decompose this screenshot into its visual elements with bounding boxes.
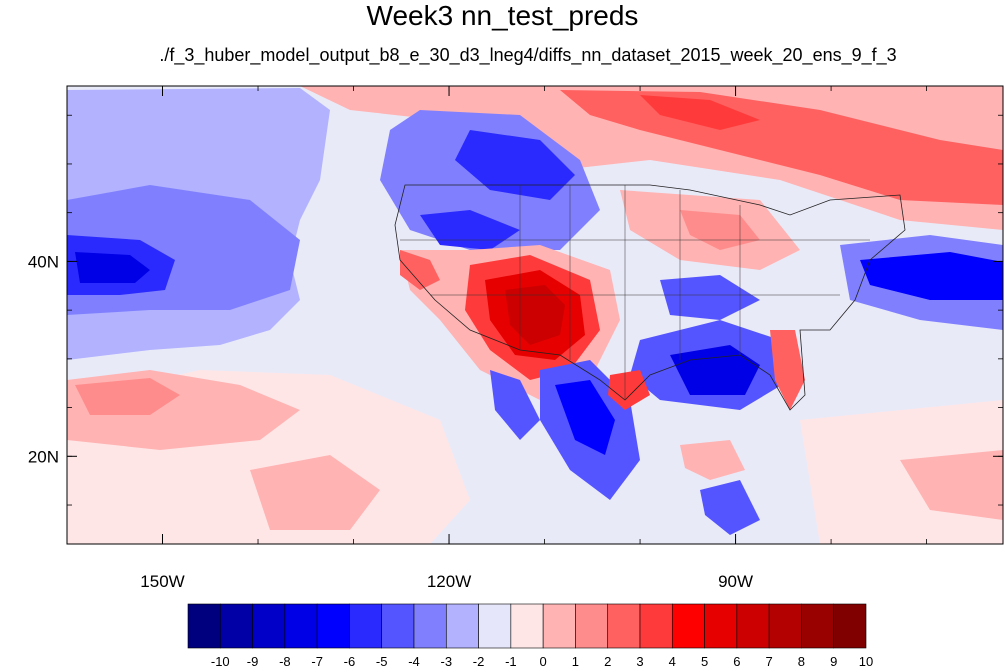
colorbar-label: 3	[636, 654, 643, 669]
contour-pacific-red	[75, 378, 180, 415]
colorbar-swatch	[607, 603, 641, 649]
colorbar-label: 7	[766, 654, 773, 669]
colorbar-swatch	[833, 603, 867, 649]
colorbar-swatch	[768, 603, 802, 649]
colorbar-label: 5	[701, 654, 708, 669]
colorbar-label: 1	[572, 654, 579, 669]
map-title: Week3 nn_test_preds	[366, 0, 639, 31]
lon-tick-label: 120W	[427, 572, 471, 591]
contour-florida-red	[770, 330, 805, 410]
lon-tick-label: 150W	[140, 572, 184, 591]
colorbar-swatch	[801, 603, 835, 649]
colorbar-label: 2	[604, 654, 611, 669]
colorbar-swatch	[445, 603, 479, 649]
map-frame	[66, 85, 1004, 545]
colorbar-label: 10	[859, 654, 873, 669]
colorbar-swatch	[187, 603, 221, 649]
colorbar-swatch	[316, 603, 350, 649]
contour-gulf-dark-blue	[670, 345, 760, 395]
colorbar-swatch	[219, 603, 253, 649]
colorbar-label: 0	[540, 654, 547, 669]
contour-mexico-dark-blue	[555, 380, 615, 455]
contour-pacific-pink-south	[250, 455, 380, 530]
contour-field	[67, 86, 1003, 544]
contour-atlantic-dark-blue	[860, 252, 1003, 300]
colorbar-swatch	[575, 603, 609, 649]
colorbar-swatch	[413, 603, 447, 649]
contour-east-blue	[660, 275, 760, 320]
colorbar-label: -3	[441, 654, 453, 669]
colorbar-swatch	[704, 603, 738, 649]
colorbar-label: -7	[311, 654, 323, 669]
colorbar-swatch	[284, 603, 318, 649]
colorbar-swatch	[349, 603, 383, 649]
contour-canada-red	[560, 90, 1003, 205]
contour-tropical-atlantic-salmon	[900, 450, 1003, 520]
axis-ticks	[66, 86, 1003, 544]
contour-california-red	[400, 250, 440, 290]
colorbar-swatch	[478, 603, 512, 649]
state-lines	[400, 185, 870, 400]
colorbar-label: -2	[473, 654, 485, 669]
contour-caribbean-blue	[700, 480, 760, 535]
colorbar-label: 9	[830, 654, 837, 669]
colorbar-label: 6	[733, 654, 740, 669]
axis-labels: 150W 120W 90W 40N 20N	[28, 252, 753, 591]
colorbar-label: -10	[211, 654, 230, 669]
colorbar-swatch	[381, 603, 415, 649]
colorbar: -10 -9 -8 -7 -6 -5 -4 -3 -2 -1 0 1 2 3 4 5 6 7 8 9 10	[187, 603, 873, 669]
colorbar-label: -1	[505, 654, 517, 669]
colorbar-swatch	[736, 603, 770, 649]
colorbar-swatch	[671, 603, 705, 649]
lat-tick-label: 40N	[28, 252, 59, 271]
contour-northwest-dark-blue	[455, 130, 575, 200]
colorbar-label: -8	[279, 654, 291, 669]
contour-baja-blue	[490, 370, 540, 440]
colorbar-swatch	[542, 603, 576, 649]
colorbar-swatch	[639, 603, 673, 649]
contour-texas-red	[608, 370, 650, 410]
colorbar-swatch	[252, 603, 286, 649]
lat-tick-label: 20N	[28, 447, 59, 466]
colorbar-label: -4	[408, 654, 420, 669]
colorbar-label: 8	[798, 654, 805, 669]
colorbar-label: -9	[247, 654, 259, 669]
colorbar-label: 4	[669, 654, 676, 669]
contour-canada-deep-red	[640, 95, 760, 130]
colorbar-swatch	[510, 603, 544, 649]
contour-caribbean-pink	[680, 440, 745, 480]
map-subtitle: ./f_3_huber_model_output_b8_e_30_d3_lneg…	[159, 45, 897, 65]
contour-pacific-core	[75, 252, 150, 283]
colorbar-label: -6	[344, 654, 356, 669]
lon-tick-label: 90W	[718, 572, 753, 591]
us-outline	[394, 184, 906, 411]
colorbar-label: -5	[376, 654, 388, 669]
